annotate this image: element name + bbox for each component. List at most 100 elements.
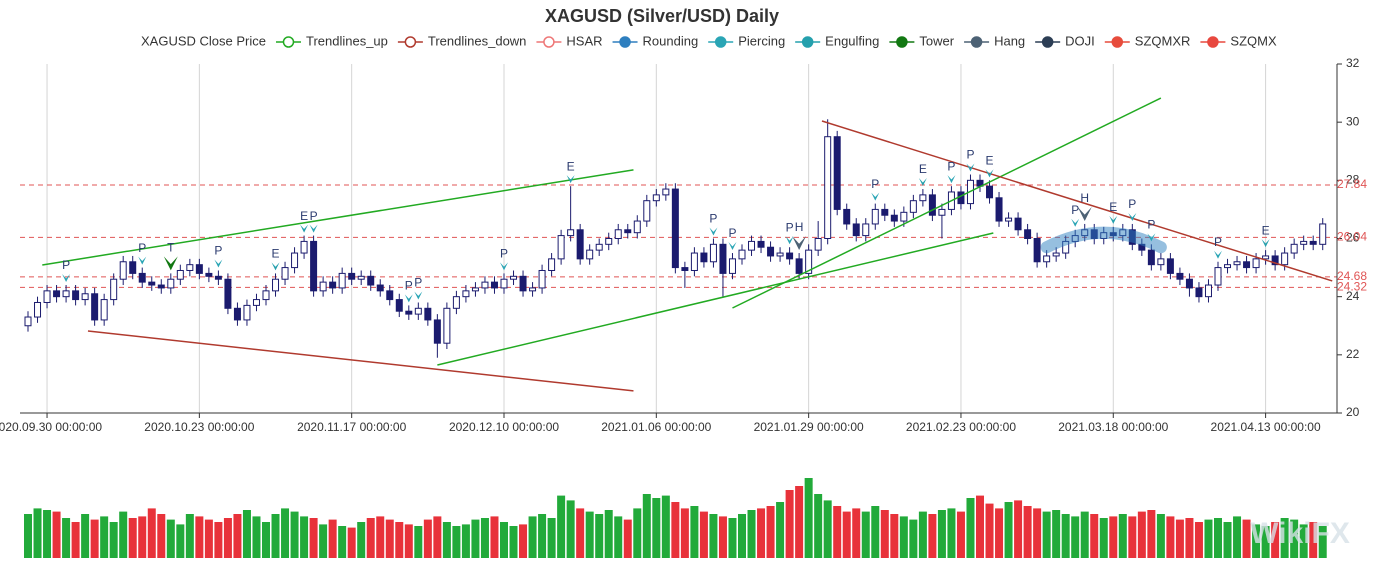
- candle-body: [1157, 258, 1165, 266]
- volume-bar: [661, 495, 670, 558]
- candle-body: [748, 240, 756, 251]
- volume-bar: [385, 519, 394, 558]
- legend-icon: [619, 36, 631, 48]
- volume-bar: [90, 519, 99, 558]
- candle-body: [1233, 261, 1241, 266]
- candle-body: [767, 246, 775, 257]
- hsar-label: 26.04: [1337, 230, 1367, 244]
- volume-bar: [956, 511, 965, 558]
- watermark: WikiFX: [1250, 517, 1350, 550]
- volume-bar: [1175, 519, 1184, 558]
- pattern-marker: [709, 227, 718, 236]
- candle-body: [1195, 287, 1203, 298]
- volume-bar: [709, 514, 718, 558]
- volume-bar: [1137, 511, 1146, 558]
- candle-body: [1252, 258, 1260, 269]
- legend-icon: [404, 36, 417, 48]
- legend-label: Trendlines_down: [428, 33, 527, 48]
- pattern-marker: [1077, 206, 1092, 221]
- volume-bar: [252, 516, 261, 558]
- y-tick-label: 26: [1346, 231, 1360, 245]
- pattern-label: P: [947, 159, 955, 173]
- volume-bar: [1290, 519, 1299, 558]
- candle-body: [176, 269, 184, 280]
- hsar-label: 24.32: [1337, 280, 1367, 294]
- candle-body: [1319, 223, 1327, 245]
- trendline: [87, 330, 634, 392]
- volume-bar: [528, 516, 537, 558]
- candle-body: [567, 229, 575, 237]
- volume-bar: [833, 506, 842, 558]
- candle-body: [652, 194, 660, 202]
- pattern-label: P: [1214, 235, 1222, 249]
- volume-bar: [899, 516, 908, 558]
- volume-bar: [1271, 522, 1280, 558]
- candle-body: [690, 252, 698, 271]
- volume-bar: [1309, 522, 1318, 558]
- candle-body: [1243, 261, 1251, 269]
- volume-bar: [81, 514, 90, 558]
- volume-bar: [157, 514, 166, 558]
- pattern-label: E: [986, 154, 994, 168]
- candle-body: [900, 211, 908, 222]
- x-tick-label: 2020.11.17 00:00:00: [297, 420, 407, 434]
- pattern-label: E: [1109, 200, 1117, 214]
- candle-body: [500, 278, 508, 289]
- volume-bar: [757, 508, 766, 558]
- candle-body: [148, 281, 156, 286]
- candle-body: [833, 136, 841, 210]
- pattern-label: P: [709, 212, 717, 226]
- volume-bar: [995, 508, 1004, 558]
- candle-body: [519, 275, 527, 292]
- y-tick-label: 30: [1346, 114, 1360, 128]
- candle-body: [1043, 255, 1051, 263]
- candle-body: [281, 267, 289, 280]
- candle-body: [224, 278, 232, 309]
- legend-label: Engulfing: [825, 33, 879, 48]
- candle-body: [1281, 252, 1289, 266]
- candle-body: [709, 243, 717, 263]
- candle-body: [1014, 217, 1022, 231]
- candle-body: [576, 229, 584, 260]
- volume-bar: [842, 511, 851, 558]
- pattern-marker: [785, 236, 794, 245]
- legend-icon: [1041, 36, 1054, 48]
- volume-bar: [471, 519, 480, 558]
- pattern-marker: [871, 192, 880, 201]
- candle-body: [386, 290, 394, 301]
- pattern-marker: [947, 175, 956, 184]
- volume-bar: [852, 508, 861, 558]
- candle-body: [43, 290, 51, 303]
- candle-body: [1224, 264, 1232, 269]
- candle-body: [414, 307, 422, 315]
- candle-body: [938, 208, 946, 216]
- candle-body: [1262, 255, 1270, 260]
- volume-bar: [642, 494, 651, 558]
- pattern-label: T: [167, 241, 175, 255]
- pattern-marker: [1147, 233, 1156, 242]
- candle-body: [81, 293, 89, 301]
- volume-bar: [147, 508, 156, 558]
- candle-body: [110, 278, 118, 301]
- candle-body: [262, 290, 270, 301]
- candle-body: [671, 188, 679, 269]
- volume-bar: [585, 511, 594, 558]
- candle-body: [633, 220, 641, 234]
- pattern-label: P: [1128, 197, 1136, 211]
- candle-body: [614, 229, 622, 239]
- x-tick-label: 2020.09.30 00:00:00: [0, 420, 102, 434]
- volume-bar: [128, 518, 137, 558]
- legend-label: Rounding: [643, 33, 699, 48]
- candle-body: [928, 194, 936, 216]
- pattern-label: P: [405, 279, 413, 293]
- volume-bar: [328, 519, 337, 558]
- candle-body: [129, 261, 137, 274]
- legend-icon: [543, 36, 555, 48]
- volume-bar: [509, 526, 518, 558]
- candle-body: [433, 319, 441, 344]
- volume-bar: [1185, 518, 1194, 558]
- legend-icon: [801, 36, 814, 48]
- volume-bar: [357, 522, 366, 558]
- volume-bar: [1242, 519, 1251, 558]
- candle-body: [195, 264, 203, 274]
